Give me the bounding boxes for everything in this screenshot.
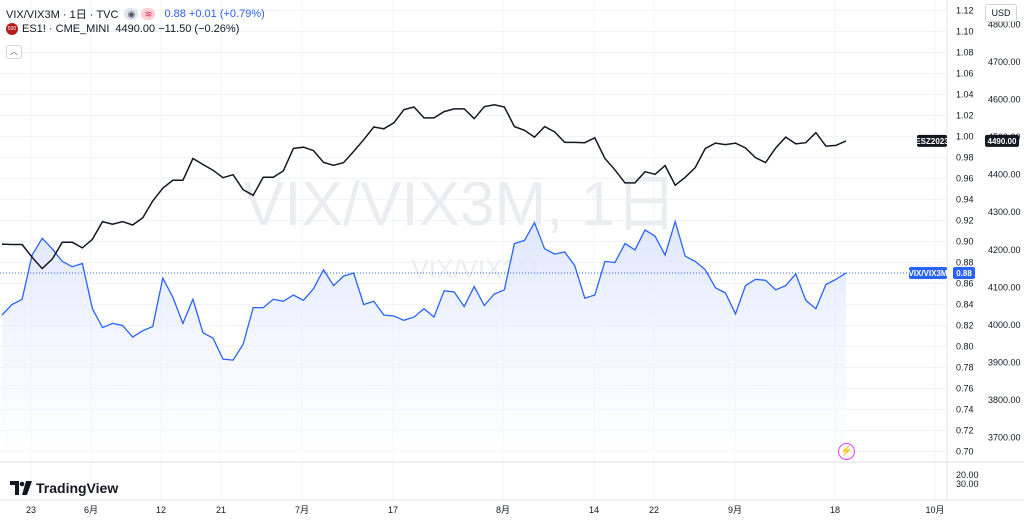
collapse-icon[interactable]: ︿ bbox=[6, 45, 22, 59]
main-symbol-label[interactable]: VIX/VIX3M · 1日 · TVC bbox=[6, 9, 119, 21]
left-axis-tick-label: 0.82 bbox=[956, 321, 974, 331]
right-price-axis[interactable]: 4800.004700.004600.004500.004400.004300.… bbox=[988, 19, 1021, 442]
left-axis-tick-label: 0.84 bbox=[956, 300, 974, 310]
time-axis-tick-label: 23 bbox=[26, 505, 36, 515]
right-axis-tick-label: 4800.00 bbox=[988, 19, 1021, 29]
left-axis-tick-label: 1.10 bbox=[956, 27, 974, 37]
right-axis-tick-label: 3800.00 bbox=[988, 395, 1021, 405]
time-axis-tick-label: 8月 bbox=[496, 505, 510, 515]
right-axis-tick-label: 4700.00 bbox=[988, 57, 1021, 67]
currency-button[interactable]: USD bbox=[985, 4, 1017, 22]
brand-name: TradingView bbox=[36, 480, 119, 496]
left-axis-tick-label: 0.94 bbox=[956, 195, 974, 205]
right-axis-tick-label: 3900.00 bbox=[988, 357, 1021, 367]
left-price-axis[interactable]: 1.12 1.10 1.08 1.06 1.04 1.02 1.00 0.98 0.96 0.94… bbox=[956, 6, 974, 457]
right-axis-tick-label: 4000.00 bbox=[988, 320, 1021, 330]
left-axis-tick-label: 0.74 bbox=[956, 405, 974, 415]
es-contract-tag-bg bbox=[917, 134, 947, 147]
left-axis-tick-label: 1.08 bbox=[956, 48, 974, 58]
vix-last-value-tag-bg bbox=[953, 267, 975, 279]
left-axis-tick-label: 1.12 bbox=[956, 6, 974, 16]
left-axis-tick-label: 0.70 bbox=[956, 447, 974, 457]
time-axis-tick-label: 12 bbox=[156, 505, 166, 515]
series-line-vix-ratio bbox=[1, 219, 847, 361]
time-axis-tick-label: 18 bbox=[830, 505, 840, 515]
right-axis-tick-label: 4600.00 bbox=[988, 95, 1021, 105]
left-axis-tick-label: 0.86 bbox=[956, 279, 974, 289]
right-axis-tick-label: 4200.00 bbox=[988, 245, 1021, 255]
left-axis-tick-label: 1.02 bbox=[956, 111, 974, 121]
watermark-large: VIX/VIX3M, 1日 bbox=[243, 170, 677, 239]
time-axis-tick-label: 6月 bbox=[84, 505, 98, 515]
last-value-tags: VIX/VIX3M 0.88 ESZ2023 4490.00 bbox=[908, 134, 1019, 279]
vix-last-value-tag: 0.88 bbox=[956, 269, 972, 278]
time-axis-tick-label: 14 bbox=[589, 505, 599, 515]
lower-pane-tick-label: 20.00 bbox=[956, 470, 979, 480]
es-contract-tag: ESZ2023 bbox=[915, 137, 949, 146]
left-axis-tick-label: 0.76 bbox=[956, 384, 974, 394]
vix-series-name-tag-bg bbox=[909, 267, 947, 279]
flash-icon[interactable]: ⚡ bbox=[838, 443, 855, 460]
time-axis-tick-label: 17 bbox=[388, 505, 398, 515]
left-axis-tick-label: 1.00 bbox=[956, 132, 974, 142]
tradingview-logo[interactable]: TradingView bbox=[10, 480, 118, 496]
time-axis-tick-label: 10月 bbox=[925, 505, 944, 515]
left-axis-tick-label: 0.98 bbox=[956, 153, 974, 163]
compare-value-label: 4490.00 −11.50 (−0.26%) bbox=[115, 23, 240, 35]
series-line-es bbox=[1, 104, 847, 270]
time-axis-tick-label: 21 bbox=[216, 505, 226, 515]
left-axis-tick-label: 0.90 bbox=[956, 237, 974, 247]
left-axis-tick-label: 1.06 bbox=[956, 69, 974, 79]
eye-icon[interactable]: ◉ bbox=[124, 8, 139, 20]
right-axis-tick-label: 3700.00 bbox=[988, 433, 1021, 443]
right-axis-tick-label: 4100.00 bbox=[988, 282, 1021, 292]
compare-symbol-label[interactable]: ES1! · CME_MINI bbox=[22, 23, 110, 35]
es-symbol-icon: 500 bbox=[6, 23, 18, 35]
right-axis-tick-label: 4300.00 bbox=[988, 207, 1021, 217]
left-axis-tick-label: 0.72 bbox=[956, 426, 974, 436]
main-legend[interactable]: VIX/VIX3M · 1日 · TVC ◉ ≋ 0.88 +0.01 (+0.7… bbox=[6, 6, 265, 22]
vix-ratio-area-fill bbox=[2, 221, 846, 462]
time-axis-tick-label: 9月 bbox=[728, 505, 742, 515]
wave-icon[interactable]: ≋ bbox=[141, 8, 156, 20]
tradingview-logo-icon bbox=[10, 481, 32, 495]
lower-pane-tick-label: 30.00 bbox=[956, 479, 979, 489]
left-axis-tick-label: 0.78 bbox=[956, 363, 974, 373]
vix-series-name-tag: VIX/VIX3M bbox=[908, 269, 947, 278]
left-axis-tick-label: 0.96 bbox=[956, 174, 974, 184]
main-value-label: 0.88 +0.01 (+0.79%) bbox=[164, 8, 265, 20]
time-axis-tick-label: 7月 bbox=[295, 505, 309, 515]
right-axis-tick-label: 4400.00 bbox=[988, 170, 1021, 180]
left-axis-tick-label: 1.04 bbox=[956, 90, 974, 100]
left-axis-tick-label: 0.80 bbox=[956, 342, 974, 352]
time-axis[interactable]: 23 6月 12 21 7月 17 8月 14 22 9月 18 10月 bbox=[26, 505, 945, 515]
es-last-value-tag-bg bbox=[985, 134, 1019, 147]
left-axis-tick-label: 0.88 bbox=[956, 258, 974, 268]
compare-legend[interactable]: 500 ES1! · CME_MINI 4490.00 −11.50 (−0.2… bbox=[6, 23, 239, 35]
es-last-value-tag: 4490.00 bbox=[988, 137, 1017, 146]
left-axis-tick-label: 0.92 bbox=[956, 216, 974, 226]
time-axis-tick-label: 22 bbox=[649, 505, 659, 515]
